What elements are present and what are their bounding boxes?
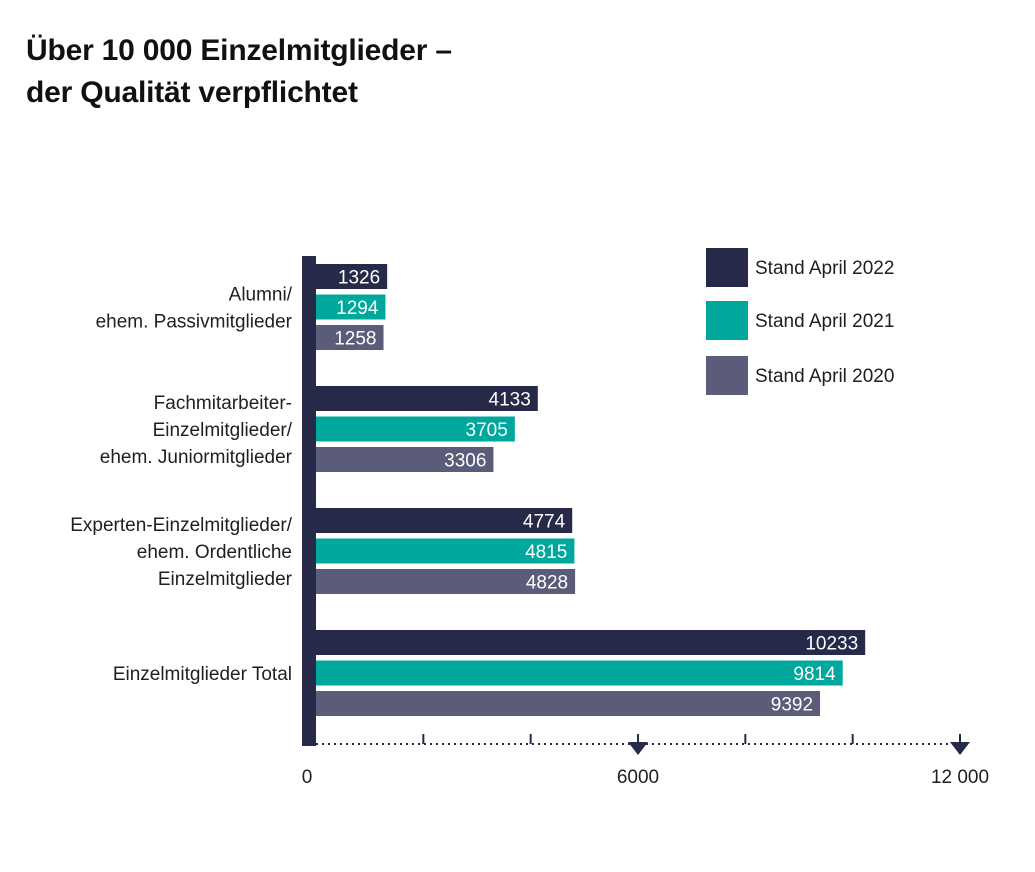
category-label: ehem. Passivmitglieder — [96, 312, 293, 333]
legend-swatch — [706, 301, 748, 340]
category-label: Alumni/ — [229, 285, 293, 306]
category-label: Fachmitarbeiter- — [154, 393, 292, 414]
bar — [316, 294, 386, 320]
category-label: ehem. Ordentliche — [137, 542, 292, 563]
bar — [316, 691, 821, 716]
chart-title: Über 10 000 Einzelmitglieder – der Quali… — [26, 30, 452, 114]
bar — [316, 264, 388, 289]
bar — [316, 325, 384, 350]
bar-value-label: 4774 — [523, 512, 566, 533]
bar — [316, 447, 494, 472]
legend-swatch — [706, 356, 748, 395]
legend-label: Stand April 2022 — [755, 258, 894, 279]
bar-value-label: 1326 — [338, 268, 380, 289]
x-tick-label: 0 — [302, 767, 313, 788]
bar-value-label: 4133 — [489, 390, 531, 411]
bar-value-label: 1294 — [336, 298, 379, 319]
category-label: Einzelmitglieder Total — [113, 664, 292, 685]
bar — [316, 569, 576, 594]
category-label: Einzelmitglieder — [158, 569, 293, 590]
bar-value-label: 1258 — [334, 329, 376, 350]
category-label: Einzelmitglieder/ — [153, 420, 293, 441]
chart-title-line-1: Über 10 000 Einzelmitglieder – — [26, 34, 452, 67]
bar-value-label: 3306 — [444, 451, 486, 472]
legend-label: Stand April 2020 — [755, 366, 894, 387]
bar-value-label: 9392 — [771, 695, 813, 716]
y-axis-bar — [302, 256, 316, 746]
chart-title-line-2: der Qualität verpflichtet — [26, 76, 358, 109]
category-label: Experten-Einzelmitglieder/ — [70, 515, 292, 536]
bar — [316, 660, 843, 686]
bar-value-label: 4815 — [525, 542, 567, 563]
bar-value-label: 3705 — [466, 420, 508, 441]
bar — [316, 630, 866, 655]
bar-value-label: 4828 — [526, 573, 568, 594]
bar — [316, 508, 573, 533]
x-tick-label: 12 000 — [931, 767, 989, 788]
x-tick-arrow-marker — [628, 742, 648, 755]
bar — [316, 416, 515, 442]
bar — [316, 386, 538, 411]
x-tick-arrow-marker — [950, 742, 970, 755]
legend-swatch — [706, 248, 748, 287]
bar-value-label: 9814 — [793, 664, 836, 685]
x-tick-label: 6000 — [617, 767, 659, 788]
category-label: ehem. Juniormitglieder — [100, 447, 293, 468]
bar-value-label: 10233 — [805, 634, 858, 655]
bar — [316, 538, 575, 564]
legend-label: Stand April 2021 — [755, 311, 894, 332]
